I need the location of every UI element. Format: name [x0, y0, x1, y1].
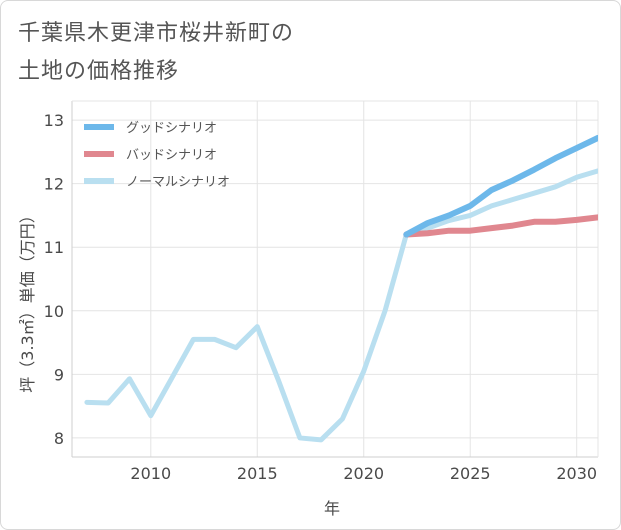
- y-tick-label-1: 9: [54, 365, 64, 384]
- legend-label-1: バッドシナリオ: [126, 148, 217, 163]
- title-line-1: 千葉県木更津市桜井新町の: [18, 21, 295, 46]
- legend-item-2[interactable]: ノーマルシナリオ: [84, 175, 230, 190]
- series-line-1: [403, 214, 598, 238]
- x-tick-label-4: 2030: [556, 464, 597, 483]
- y-tick-label-3: 11: [44, 238, 64, 257]
- series-line-0: [403, 134, 598, 238]
- legend-item-0[interactable]: グッドシナリオ: [84, 121, 217, 136]
- y-tick-label-2: 10: [44, 302, 64, 321]
- title-line-2: 土地の価格推移: [18, 59, 180, 84]
- y-axis-title: 坪（3.3㎡）単価（万円）: [18, 207, 37, 392]
- y-tick-label-4: 12: [44, 175, 64, 194]
- legend-label-0: グッドシナリオ: [126, 121, 217, 136]
- x-tick-label-2: 2020: [343, 464, 384, 483]
- x-axis-title: 年: [324, 499, 340, 518]
- chart-title: 千葉県木更津市桜井新町の 土地の価格推移: [18, 15, 378, 91]
- x-tick-label-3: 2025: [450, 464, 491, 483]
- series-line-2: [84, 168, 598, 443]
- y-tick-label-5: 13: [44, 111, 64, 130]
- y-tick-label-0: 8: [54, 429, 64, 448]
- legend-label-2: ノーマルシナリオ: [126, 175, 230, 190]
- x-tick-label-0: 2010: [130, 464, 171, 483]
- x-tick-label-1: 2015: [237, 464, 278, 483]
- series-layer: [84, 134, 598, 443]
- legend-item-1[interactable]: バッドシナリオ: [84, 148, 217, 163]
- axes: 8 9 10 11 12 13 2010 2015 2020 2025 2030: [44, 100, 599, 483]
